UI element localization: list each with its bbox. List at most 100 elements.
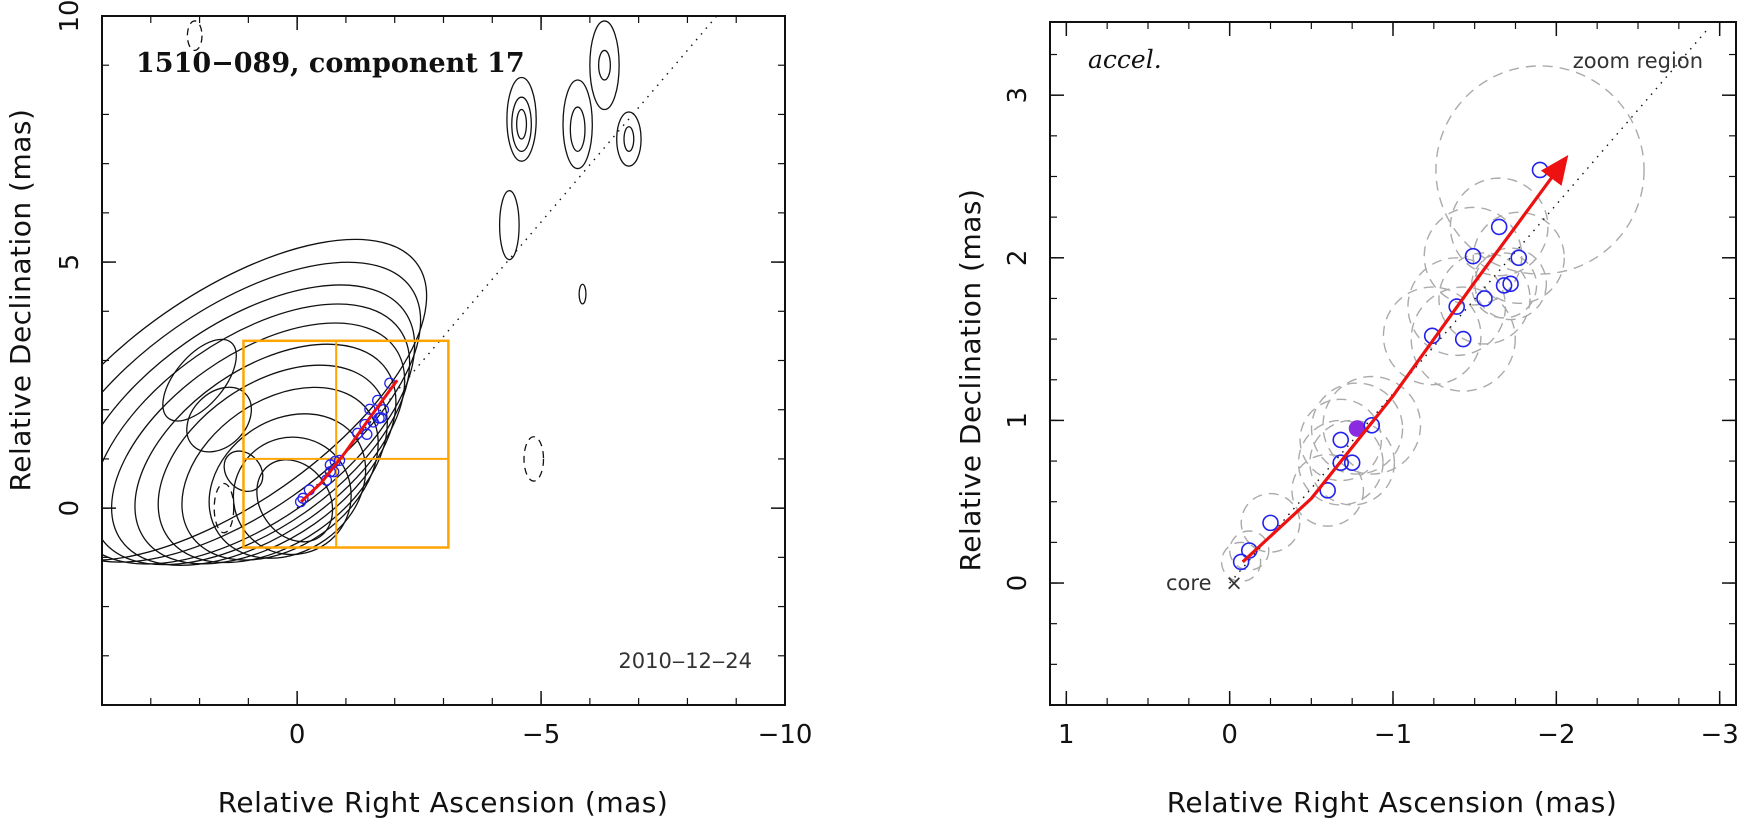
negative-contour — [186, 20, 203, 52]
y-axis-label: Relative Declination (mas) — [954, 189, 987, 572]
y-tick-label: 5 — [55, 254, 85, 271]
component-point — [1319, 482, 1336, 499]
beam-circle — [1297, 419, 1384, 506]
x-tick-label: 0 — [1221, 720, 1238, 750]
x-tick-label: −2 — [1537, 720, 1575, 750]
component-point — [1476, 290, 1493, 307]
y-axis-label: Relative Declination (mas) — [4, 109, 37, 492]
x-axis-label: Relative Right Ascension (mas) — [1167, 786, 1618, 819]
left-panel: 0 −5 −10 0 5 10 1510−089, component 17 2010‒1… — [4, 0, 812, 819]
contour-map — [102, 20, 642, 566]
axis-ticks: 0 −5 −10 0 5 10 — [55, 0, 812, 750]
plot-frame — [1049, 21, 1737, 706]
contour-level — [589, 20, 620, 111]
core-label: core — [1166, 571, 1212, 595]
component-point — [377, 404, 390, 416]
beam-circle — [1240, 492, 1301, 553]
beam-circle — [1309, 419, 1396, 506]
component-point — [1510, 249, 1528, 267]
contour-level — [597, 49, 611, 81]
component-point — [333, 454, 346, 467]
right-panel: 1 0 −1 −2 −3 0 1 2 3 accel. zoom region core × R… — [954, 21, 1739, 819]
contour-level — [134, 343, 397, 565]
contour-level — [157, 364, 388, 564]
contour-level — [102, 303, 411, 566]
contour-level — [223, 450, 264, 493]
zoom-box-outline — [242, 339, 450, 549]
beam-circle — [1220, 541, 1262, 583]
contour-level — [569, 106, 586, 152]
negative-contour — [213, 482, 235, 534]
component-point — [1490, 218, 1508, 236]
beam-circle — [1291, 453, 1365, 527]
component-point — [1343, 454, 1361, 471]
axis-ticks: 1 0 −1 −2 −3 0 1 2 3 — [1003, 22, 1739, 750]
jet-ridge-line — [1229, 28, 1709, 584]
jet-ridge-line — [296, 15, 718, 509]
accel-label: accel. — [1088, 45, 1162, 74]
component-point — [1332, 431, 1350, 449]
beam-circle — [1438, 252, 1531, 345]
beam-circle — [1472, 211, 1566, 305]
beam-circle — [1449, 177, 1549, 277]
component-positions — [1232, 161, 1549, 571]
beam-circle — [1229, 530, 1270, 571]
x-tick-label: 0 — [289, 720, 306, 750]
trajectory-fit — [1241, 155, 1569, 564]
x-tick-label: −10 — [758, 720, 813, 750]
y-tick-label: 0 — [55, 500, 85, 517]
y-tick-label: 0 — [1003, 575, 1033, 592]
trajectory-fit — [299, 379, 399, 503]
y-tick-label: 1 — [1003, 412, 1033, 429]
beam-circle — [1423, 206, 1523, 306]
component-point — [1464, 247, 1482, 265]
contour-level — [102, 261, 422, 563]
contour-level — [616, 111, 642, 167]
component-point — [1363, 416, 1381, 434]
plot-frame — [101, 15, 786, 706]
component-point — [324, 466, 336, 478]
contour-level — [186, 386, 253, 453]
component-point — [1502, 275, 1519, 293]
component-point — [375, 411, 387, 424]
x-tick-label: 1 — [1058, 720, 1075, 750]
beam-circle — [1322, 375, 1422, 475]
zoom-region-box — [242, 339, 450, 549]
y-tick-label: 10 — [55, 0, 85, 33]
x-tick-label: −3 — [1701, 720, 1739, 750]
beam-circle — [1382, 286, 1482, 386]
panel-title: 1510−089, component 17 — [136, 48, 525, 79]
x-axis-label: Relative Right Ascension (mas) — [218, 786, 669, 819]
contour-level — [562, 79, 593, 170]
beam-circle — [1435, 65, 1645, 275]
y-tick-label: 3 — [1003, 87, 1033, 104]
beam-circle — [1310, 382, 1404, 475]
x-tick-label: −5 — [522, 720, 560, 750]
contour-level — [162, 338, 237, 422]
component-point — [1495, 277, 1513, 294]
contour-level — [498, 190, 520, 261]
core-marker: × — [1225, 571, 1243, 595]
contour-level — [102, 238, 428, 561]
negative-contour — [523, 436, 545, 482]
component-point — [361, 428, 373, 440]
component-point — [1262, 514, 1279, 532]
contour-level — [110, 322, 406, 566]
beam-circle — [1407, 257, 1507, 357]
y-tick-label: 2 — [1003, 250, 1033, 267]
component-point — [297, 492, 309, 504]
beam-circles — [1220, 65, 1645, 583]
component-point — [294, 496, 307, 508]
beam-circle — [1474, 247, 1548, 321]
zoom-region-label: zoom region — [1573, 49, 1703, 73]
observation-date: 2010‒12‒24 — [618, 649, 752, 673]
contour-level — [578, 283, 587, 305]
beam-circle — [1410, 286, 1516, 392]
component-point — [1232, 553, 1250, 571]
contour-level — [506, 76, 537, 162]
contour-level — [511, 96, 532, 152]
component-point — [1454, 330, 1472, 348]
contour-level — [516, 108, 528, 140]
beam-circle — [1299, 398, 1383, 482]
component-point — [1332, 454, 1350, 471]
